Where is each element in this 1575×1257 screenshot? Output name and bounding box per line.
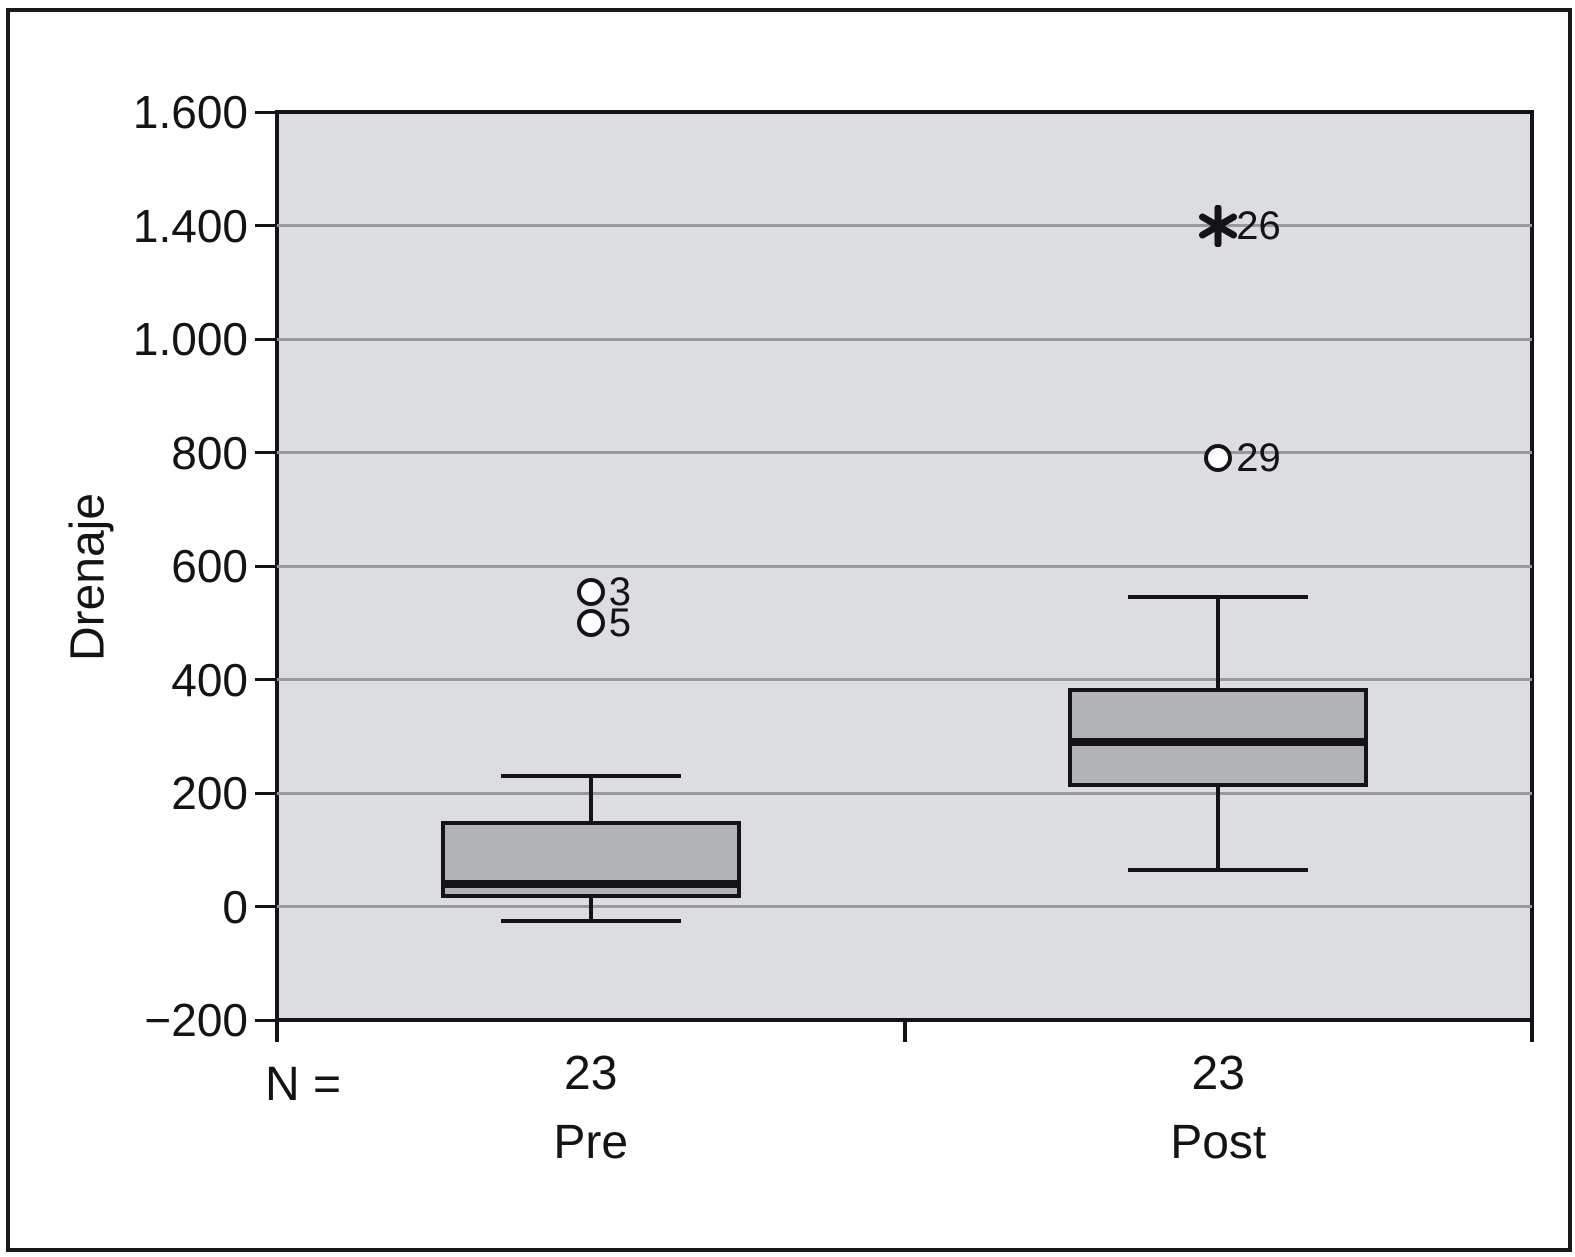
y-tick-label: 800 (171, 426, 248, 479)
y-tick-mark (255, 110, 277, 114)
y-tick-mark (255, 1018, 277, 1022)
x-axis-right-tick (1530, 1018, 1534, 1042)
y-tick-label: 1.000 (132, 313, 248, 365)
gridline (277, 791, 1532, 795)
outlier-circle-marker (576, 608, 605, 637)
group-n-value-pre: 23 (564, 1047, 618, 1100)
y-tick-label: 200 (171, 767, 248, 819)
group-n-value-post: 23 (1191, 1047, 1245, 1100)
outlier-circle-marker (1204, 444, 1233, 473)
box-post (1068, 688, 1369, 788)
x-axis-left-tick (275, 1018, 279, 1042)
outlier-label: 26 (1236, 203, 1281, 248)
gridline (277, 337, 1532, 341)
gridline (277, 451, 1532, 454)
median-line-post (1072, 737, 1365, 746)
whisker-lower-cap-post (1128, 867, 1309, 872)
y-tick-label: 600 (171, 540, 248, 592)
whisker-upper-line-pre (588, 775, 593, 822)
n-equals-label: N = (265, 1058, 342, 1111)
y-tick-label: 1.400 (132, 199, 248, 252)
gridline (277, 905, 1532, 908)
y-tick-mark (255, 337, 277, 341)
whisker-upper-cap-post (1128, 595, 1309, 600)
y-tick-mark (255, 224, 277, 227)
whisker-lower-line-pre (588, 897, 593, 921)
y-tick-label: 400 (171, 653, 248, 706)
whisker-upper-line-post (1216, 597, 1221, 688)
y-tick-mark (255, 791, 277, 795)
whisker-lower-cap-pre (500, 918, 681, 923)
outlier-label: 5 (608, 600, 631, 645)
y-tick-label: 0 (222, 880, 248, 933)
group-label-pre: Pre (553, 1116, 629, 1169)
whisker-upper-cap-pre (500, 773, 681, 778)
y-tick-label: 1.600 (132, 86, 248, 138)
gridline (277, 564, 1532, 568)
y-tick-mark (255, 678, 277, 681)
outlier-label: 3 (608, 569, 631, 614)
group-label-post: Post (1170, 1116, 1267, 1169)
median-line-pre (444, 879, 737, 888)
outlier-star-marker (1197, 204, 1239, 247)
gridline (277, 678, 1532, 681)
outlier-circle-marker (576, 577, 605, 606)
y-tick-mark (255, 564, 277, 568)
gridline (277, 224, 1532, 227)
whisker-lower-line-post (1216, 787, 1221, 870)
y-tick-mark (255, 451, 277, 454)
outlier-label: 29 (1236, 436, 1281, 481)
x-axis-divider-tick (902, 1018, 907, 1042)
y-tick-label: −200 (144, 994, 248, 1046)
star-icon (1199, 204, 1238, 247)
y-tick-mark (255, 905, 277, 908)
